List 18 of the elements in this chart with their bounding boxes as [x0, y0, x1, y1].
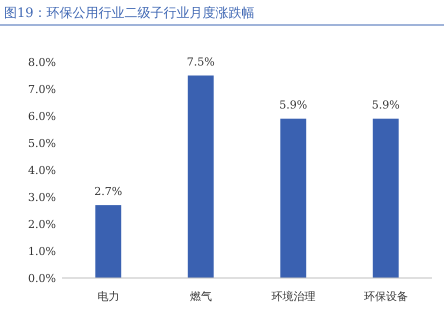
title: 图19：环保公用行业二级子行业月度涨跌幅 [4, 6, 255, 21]
y-tick-label: 4.0% [28, 164, 56, 177]
y-tick-label: 6.0% [28, 110, 56, 123]
y-tick-label: 5.0% [28, 137, 56, 150]
data-label: 7.5% [186, 56, 215, 68]
data-label: 2.7% [94, 185, 122, 198]
data-label: 5.9% [372, 98, 400, 112]
data-label: 5.9% [279, 98, 308, 112]
x-tick-label: 环保设备 [364, 290, 408, 303]
x-tick-label: 电力 [97, 290, 120, 303]
y-tick-label: 7.0% [28, 83, 56, 96]
y-tick-label: 0.0% [28, 272, 56, 285]
x-tick-label: 燃气 [190, 290, 212, 303]
x-tick-label: 环境治理 [271, 290, 316, 303]
y-tick-label: 2.0% [28, 218, 56, 231]
y-tick-label: 3.0% [28, 191, 56, 204]
y-tick-label: 8.0% [28, 56, 56, 69]
y-tick-label: 1.0% [28, 245, 56, 258]
